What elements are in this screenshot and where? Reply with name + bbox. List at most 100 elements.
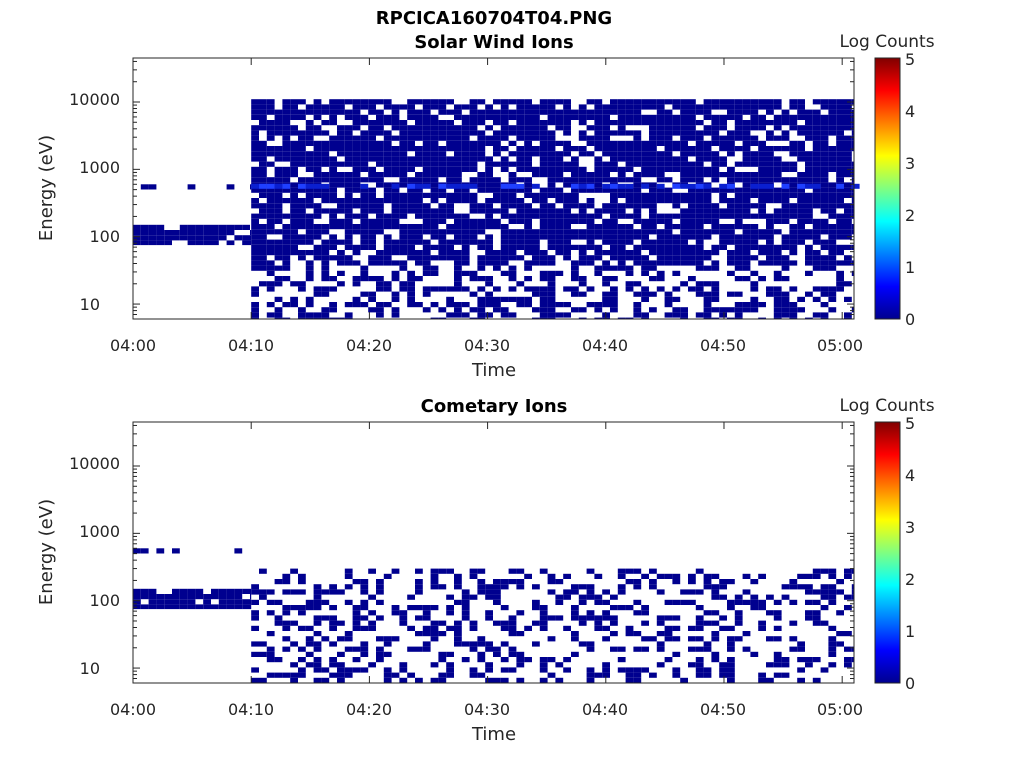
colorbar-tick-label: 4 xyxy=(905,102,915,121)
heatmap-cell xyxy=(305,296,314,302)
heatmap-cell xyxy=(290,224,298,230)
heatmap-cell xyxy=(282,135,291,141)
heatmap-cell xyxy=(664,312,673,318)
heatmap-cell xyxy=(399,281,408,287)
heatmap-cell xyxy=(602,599,610,605)
heatmap-cell xyxy=(368,135,376,141)
heatmap-cell xyxy=(344,114,353,120)
heatmap-cell xyxy=(571,286,579,292)
heatmap-cell xyxy=(415,250,423,256)
heatmap-cell xyxy=(461,224,470,230)
heatmap-cell xyxy=(290,172,298,178)
heatmap-cell xyxy=(477,255,486,261)
heatmap-cell xyxy=(290,620,298,626)
heatmap-cell xyxy=(344,99,353,105)
heatmap-cell xyxy=(586,172,595,178)
heatmap-cell xyxy=(641,151,649,157)
heatmap-cell xyxy=(727,140,735,146)
heatmap-cell xyxy=(321,104,330,110)
heatmap-cell xyxy=(250,184,252,190)
heatmap-cell xyxy=(329,198,337,204)
heatmap-cell xyxy=(766,151,774,157)
heatmap-cell xyxy=(727,260,735,266)
heatmap-cell xyxy=(422,130,431,136)
heatmap-cell xyxy=(352,615,361,621)
heatmap-cell xyxy=(195,588,204,594)
heatmap-cell xyxy=(851,192,854,198)
heatmap-cell xyxy=(625,579,634,585)
heatmap-cell xyxy=(695,260,704,266)
heatmap-cell xyxy=(820,99,829,105)
heatmap-cell xyxy=(234,588,243,594)
heatmap-cell xyxy=(820,667,829,673)
heatmap-cell xyxy=(727,224,735,230)
heatmap-cell xyxy=(376,255,384,261)
heatmap-cell xyxy=(172,230,180,236)
heatmap-cell xyxy=(360,646,369,652)
heatmap-cell xyxy=(469,130,478,136)
heatmap-cell xyxy=(602,239,610,245)
heatmap-cell xyxy=(781,218,790,224)
heatmap-cell xyxy=(368,146,376,152)
heatmap-cell xyxy=(493,584,501,590)
heatmap-cell xyxy=(391,244,400,250)
heatmap-cell xyxy=(555,579,564,585)
heatmap-cell xyxy=(469,146,478,152)
heatmap-cell xyxy=(337,104,345,110)
heatmap-cell xyxy=(656,172,665,178)
heatmap-cell xyxy=(547,291,556,297)
heatmap-cell xyxy=(695,662,704,668)
heatmap-cell xyxy=(742,208,751,214)
heatmap-cell xyxy=(703,151,712,157)
heatmap-cell xyxy=(812,568,821,574)
heatmap-cell xyxy=(695,166,704,172)
heatmap-cell xyxy=(298,657,306,663)
heatmap-cell xyxy=(851,307,854,313)
heatmap-cell xyxy=(305,636,314,642)
heatmap-cell xyxy=(438,172,447,178)
heatmap-cell xyxy=(703,192,712,198)
heatmap-cell xyxy=(563,208,571,214)
heatmap-cell xyxy=(734,146,743,152)
heatmap-cell xyxy=(719,224,727,230)
heatmap-cell xyxy=(172,594,180,600)
heatmap-cell xyxy=(415,161,423,167)
heatmap-cell xyxy=(805,584,813,590)
heatmap-cell xyxy=(446,140,454,146)
heatmap-cell xyxy=(688,198,696,204)
heatmap-cell xyxy=(140,548,149,554)
heatmap-cell xyxy=(234,235,243,241)
heatmap-cell xyxy=(477,224,486,230)
heatmap-cell xyxy=(578,109,587,115)
heatmap-cell xyxy=(532,291,540,297)
heatmap-cell xyxy=(641,203,649,209)
heatmap-cell xyxy=(688,203,696,209)
heatmap-cell xyxy=(516,208,525,214)
heatmap-cell xyxy=(461,229,470,235)
x-tick-label: 04:30 xyxy=(464,336,510,355)
heatmap-cell xyxy=(727,104,735,110)
heatmap-cell xyxy=(524,120,532,126)
heatmap-cell-peak xyxy=(438,183,447,189)
heatmap-cell xyxy=(259,265,267,271)
heatmap-cell xyxy=(797,224,805,230)
heatmap-cell xyxy=(360,584,369,590)
heatmap-cell xyxy=(828,260,837,266)
heatmap-cell xyxy=(298,161,306,167)
heatmap-cell xyxy=(164,230,172,236)
heatmap-cell xyxy=(391,224,400,230)
heatmap-cell xyxy=(828,125,837,131)
heatmap-cell xyxy=(610,109,618,115)
heatmap-cell xyxy=(313,99,322,105)
heatmap-cell xyxy=(368,224,376,230)
heatmap-cell xyxy=(727,605,735,611)
heatmap-cell xyxy=(251,307,259,313)
heatmap-cell xyxy=(422,177,431,183)
heatmap-cell xyxy=(282,198,291,204)
heatmap-cell xyxy=(251,125,259,131)
heatmap-cell xyxy=(695,104,704,110)
heatmap-cell xyxy=(812,286,821,292)
heatmap-cell xyxy=(391,151,400,157)
heatmap-cell xyxy=(422,218,431,224)
heatmap-cell xyxy=(688,255,696,261)
